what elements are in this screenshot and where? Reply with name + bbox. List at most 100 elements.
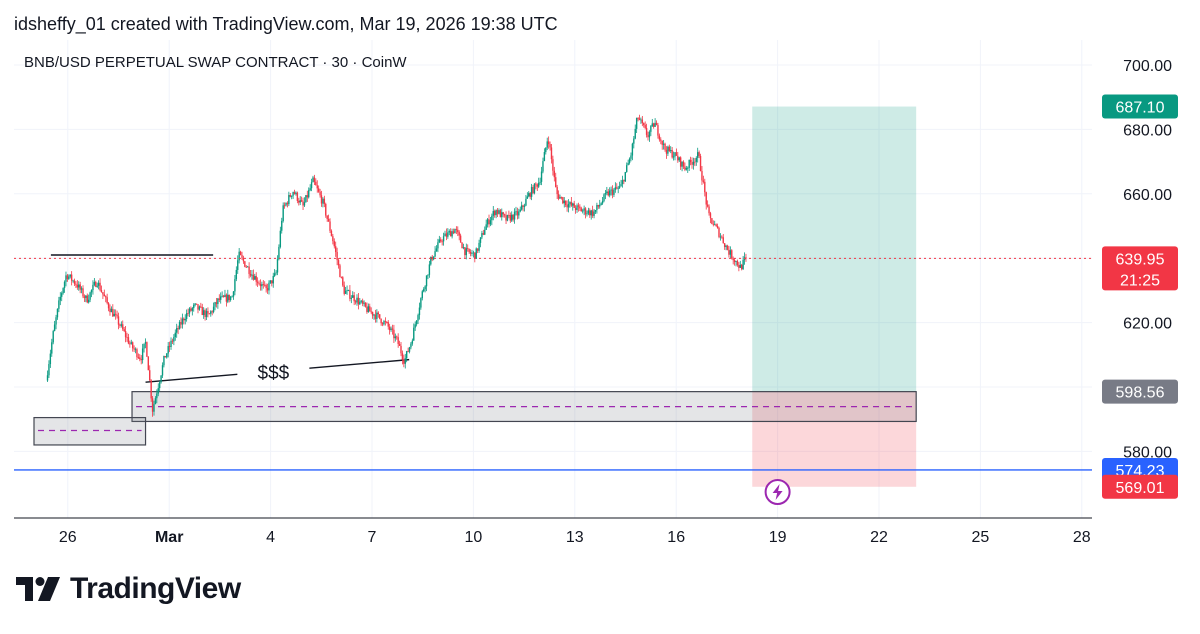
chart-canvas[interactable]: $$$26Mar4710131619222528580.00600.00620.… <box>0 40 1200 560</box>
candle-body <box>547 141 550 145</box>
candle-body <box>383 321 385 325</box>
candle-body <box>518 211 520 216</box>
liquidity-line-left[interactable] <box>145 373 238 383</box>
candle-body <box>85 295 87 298</box>
candle-body <box>215 302 218 305</box>
candle-body <box>258 282 260 284</box>
candle-body <box>515 211 517 213</box>
candle-body <box>712 223 715 225</box>
candle-body <box>255 276 257 282</box>
candle-body <box>696 152 699 158</box>
target-price-tag[interactable] <box>1102 94 1178 119</box>
candle-body <box>610 189 612 191</box>
price-chart[interactable]: $$$26Mar4710131619222528580.00600.00620.… <box>0 40 1200 560</box>
candle-body <box>645 127 648 135</box>
candle-body <box>302 201 304 206</box>
y-tick-label: 620.00 <box>1123 316 1172 333</box>
zone-box[interactable] <box>33 416 147 446</box>
candle-body <box>670 150 672 152</box>
candle-body <box>652 123 655 127</box>
candle-body <box>299 200 301 203</box>
position-stop-area[interactable] <box>752 391 917 487</box>
candle-body <box>202 310 205 316</box>
candle-body <box>204 310 206 317</box>
candle-body <box>251 274 253 276</box>
candle-body <box>650 126 652 132</box>
candle-body <box>428 264 431 275</box>
candle-body <box>231 296 233 298</box>
candle-body <box>322 198 324 204</box>
candle-body <box>229 296 232 301</box>
candle-body <box>140 359 142 361</box>
candle-body <box>394 336 397 339</box>
candle-body <box>83 296 86 298</box>
candle-body <box>354 301 357 303</box>
candle-body <box>103 294 106 297</box>
candle-body <box>89 292 91 300</box>
candle-body <box>114 313 117 315</box>
candle-body <box>254 276 256 280</box>
candle-body <box>275 272 277 274</box>
candle-body <box>353 295 355 302</box>
candle-body <box>61 293 63 297</box>
symbol-title: BNB/USD PERPETUAL SWAP CONTRACT · 30 · C… <box>24 54 407 71</box>
position-target-area[interactable] <box>752 106 917 392</box>
candle-body <box>168 346 171 347</box>
candle-body <box>657 125 659 136</box>
candle-body <box>715 224 717 226</box>
candle-body <box>246 266 249 268</box>
candle-body <box>410 343 412 348</box>
candle-body <box>623 180 625 182</box>
liquidity-line-right[interactable] <box>309 358 410 369</box>
candle-body <box>736 261 739 266</box>
candle-body <box>117 316 120 325</box>
candle-body <box>244 261 246 267</box>
candle-body <box>593 211 595 216</box>
candle-body <box>51 342 53 354</box>
candle-body <box>305 195 307 203</box>
last-price-tag[interactable] <box>1102 246 1178 291</box>
candle-body <box>214 302 216 307</box>
x-tick-label: 25 <box>972 529 990 546</box>
candle-body <box>137 357 140 358</box>
candle-body <box>570 202 573 206</box>
candle-body <box>398 343 401 346</box>
candle-body <box>432 256 435 260</box>
candle-body <box>427 274 429 276</box>
candle-body <box>131 342 134 349</box>
candle-body <box>505 215 507 221</box>
candle-body <box>225 294 228 302</box>
candle-body <box>404 358 406 364</box>
candle-body <box>628 158 631 163</box>
candle-body <box>420 298 422 308</box>
candle-body <box>580 208 582 212</box>
candle-body <box>194 303 196 305</box>
candle-body <box>582 210 584 212</box>
candle-body <box>78 284 80 288</box>
candle-body <box>441 241 443 243</box>
candle-body <box>154 398 157 405</box>
candle-body <box>648 131 651 138</box>
candle-body <box>130 342 132 344</box>
candle-body <box>127 337 130 344</box>
candle-body <box>220 296 222 300</box>
candle-body <box>397 337 399 344</box>
candle-body <box>437 242 439 249</box>
candle-body <box>461 242 463 249</box>
y-tick-label: 680.00 <box>1123 122 1172 139</box>
candle-body <box>218 298 220 300</box>
candle-body <box>522 205 524 207</box>
candle-body <box>719 236 722 238</box>
x-tick-label: 13 <box>566 529 584 546</box>
candle-body <box>95 281 97 287</box>
candle-body <box>68 276 70 279</box>
candle-body <box>555 177 557 188</box>
candle-body <box>309 188 311 191</box>
entry-price-tag[interactable] <box>1102 379 1178 404</box>
candle-body <box>462 247 465 249</box>
stop-price-tag[interactable] <box>1102 474 1178 499</box>
candle-body <box>702 180 705 182</box>
candle-body <box>157 388 159 394</box>
candle-body <box>528 193 530 197</box>
candle-body <box>46 375 49 381</box>
